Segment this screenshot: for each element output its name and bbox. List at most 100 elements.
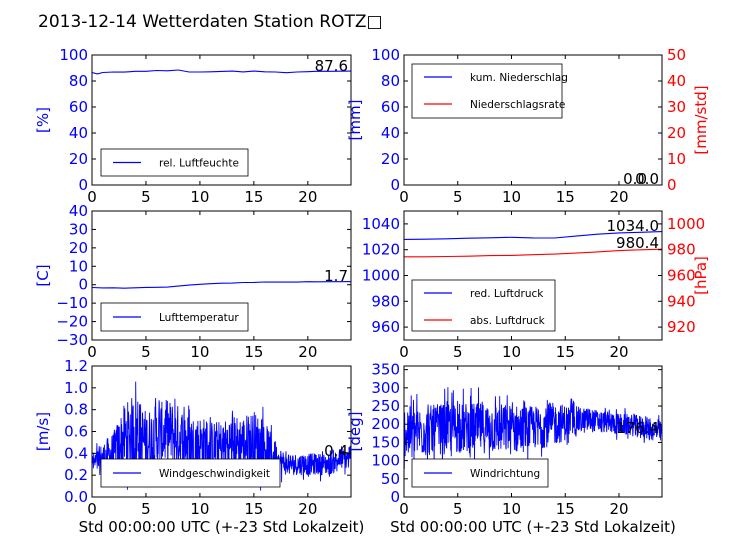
y2-tick-label: 940 [667, 292, 696, 310]
y-tick-label: 0.6 [64, 423, 88, 441]
series-line-6-1 [403, 387, 663, 470]
value-annotation: 1034.0 [607, 217, 660, 235]
x-tick-label: 15 [244, 343, 263, 361]
y-tick-label: 30 [69, 220, 88, 238]
y-tick-label: 980 [371, 292, 400, 310]
y-tick-label: 0.4 [64, 444, 88, 462]
legend-entry: Niederschlagsrate [470, 99, 565, 111]
series-line-4-2 [404, 248, 663, 258]
series-line-3-1 [91, 281, 352, 289]
y-axis-label: [m/s] [34, 412, 52, 451]
y-tick-label: 60 [381, 98, 400, 116]
legend-entry: rel. Luftfeuchte [159, 158, 239, 170]
x-tick-label: 20 [609, 188, 628, 206]
x-tick-label: 15 [556, 188, 575, 206]
y-tick-label: −20 [56, 313, 88, 331]
x-tick-label: 20 [298, 188, 317, 206]
y-tick-label: 100 [371, 452, 400, 470]
y-tick-label: 80 [381, 72, 400, 90]
x-tick-label: 5 [141, 343, 151, 361]
legend-entry: kum. Niederschlag [470, 72, 568, 84]
y-axis-label: [mm] [346, 100, 364, 141]
y-tick-label: 0.2 [64, 466, 88, 484]
figure-title: 2013-12-14 Wetterdaten Station ROTZ□ [38, 12, 383, 32]
y-tick-label: 1.0 [64, 379, 88, 397]
x-tick-label: 5 [453, 188, 463, 206]
legend-entry: Windrichtung [470, 468, 540, 480]
y-axis-label: [C] [34, 264, 52, 286]
y-tick-label: 50 [381, 470, 400, 488]
value-annotation: 0.0 [635, 170, 659, 188]
x-tick-label: 10 [502, 343, 521, 361]
x-tick-label: 15 [244, 500, 263, 518]
y-tick-label: 100 [371, 46, 400, 64]
y-tick-label: 300 [371, 379, 400, 397]
x-tick-label: 10 [190, 343, 209, 361]
y-tick-label: 0.8 [64, 401, 88, 419]
y-tick-label: 80 [69, 72, 88, 90]
value-annotation: 87.6 [315, 57, 348, 75]
y-axis-label: [deg] [346, 412, 364, 452]
axes-frame-2 [403, 54, 663, 186]
legend-entry: Windgeschwindigkeit [159, 468, 270, 480]
x-axis-label: Std 00:00:00 UTC (+-23 Std Lokalzeit) [390, 518, 676, 536]
y-tick-label: 20 [69, 150, 88, 168]
x-tick-label: 0 [87, 188, 97, 206]
y-tick-label: 0.0 [64, 488, 88, 506]
value-annotation: 176.4 [616, 419, 659, 437]
axes-frame-1 [91, 54, 352, 186]
y-tick-label: 0 [78, 276, 88, 294]
x-tick-label: 20 [298, 500, 317, 518]
x-tick-label: 10 [502, 500, 521, 518]
y-tick-label: 1.2 [64, 357, 88, 375]
y-tick-label: 10 [69, 257, 88, 275]
x-tick-label: 20 [609, 500, 628, 518]
value-annotation: 1.7 [324, 267, 348, 285]
y-tick-label: 100 [59, 46, 88, 64]
y-tick-label: 40 [69, 202, 88, 220]
x-tick-label: 0 [399, 500, 409, 518]
y-tick-label: 960 [371, 318, 400, 336]
y-axis-label: [%] [34, 107, 52, 133]
series-line-4-1 [403, 231, 663, 240]
x-tick-label: 10 [502, 188, 521, 206]
y2-tick-label: 920 [667, 318, 696, 336]
x-tick-label: 0 [399, 343, 409, 361]
y2-tick-label: 10 [667, 150, 686, 168]
y2-tick-label: 960 [667, 267, 696, 285]
value-annotation: 0.0 [623, 170, 647, 188]
y2-tick-label: 0 [667, 176, 677, 194]
y-tick-label: 20 [381, 150, 400, 168]
y2-tick-label: 50 [667, 46, 686, 64]
value-annotation: 980.4 [616, 234, 659, 252]
x-tick-label: 0 [87, 343, 97, 361]
x-tick-label: 5 [141, 188, 151, 206]
y2-tick-label: 30 [667, 98, 686, 116]
x-tick-label: 15 [556, 500, 575, 518]
x-tick-label: 5 [453, 500, 463, 518]
x-tick-label: 5 [141, 500, 151, 518]
y-tick-label: 1020 [362, 241, 400, 259]
x-tick-label: 0 [87, 500, 97, 518]
y-tick-label: 350 [371, 361, 400, 379]
x-tick-label: 10 [190, 188, 209, 206]
x-tick-label: 5 [453, 343, 463, 361]
y-tick-label: −10 [56, 294, 88, 312]
y2-tick-label: 20 [667, 124, 686, 142]
y-tick-label: 20 [69, 239, 88, 257]
series-line-1-1 [91, 69, 352, 75]
y-tick-label: 250 [371, 397, 400, 415]
y-tick-label: −30 [56, 331, 88, 349]
x-tick-label: 15 [244, 188, 263, 206]
x-tick-label: 20 [609, 343, 628, 361]
y-tick-label: 0 [390, 176, 400, 194]
legend-entry: red. Luftdruck [470, 288, 544, 300]
value-annotation: 0.4 [324, 442, 348, 460]
y2-tick-label: 980 [667, 241, 696, 259]
y-tick-label: 0 [78, 176, 88, 194]
legend-entry: Lufttemperatur [159, 312, 239, 324]
y2-axis-label: [hPa] [692, 256, 710, 295]
y-tick-label: 40 [381, 124, 400, 142]
y-tick-label: 0 [390, 488, 400, 506]
